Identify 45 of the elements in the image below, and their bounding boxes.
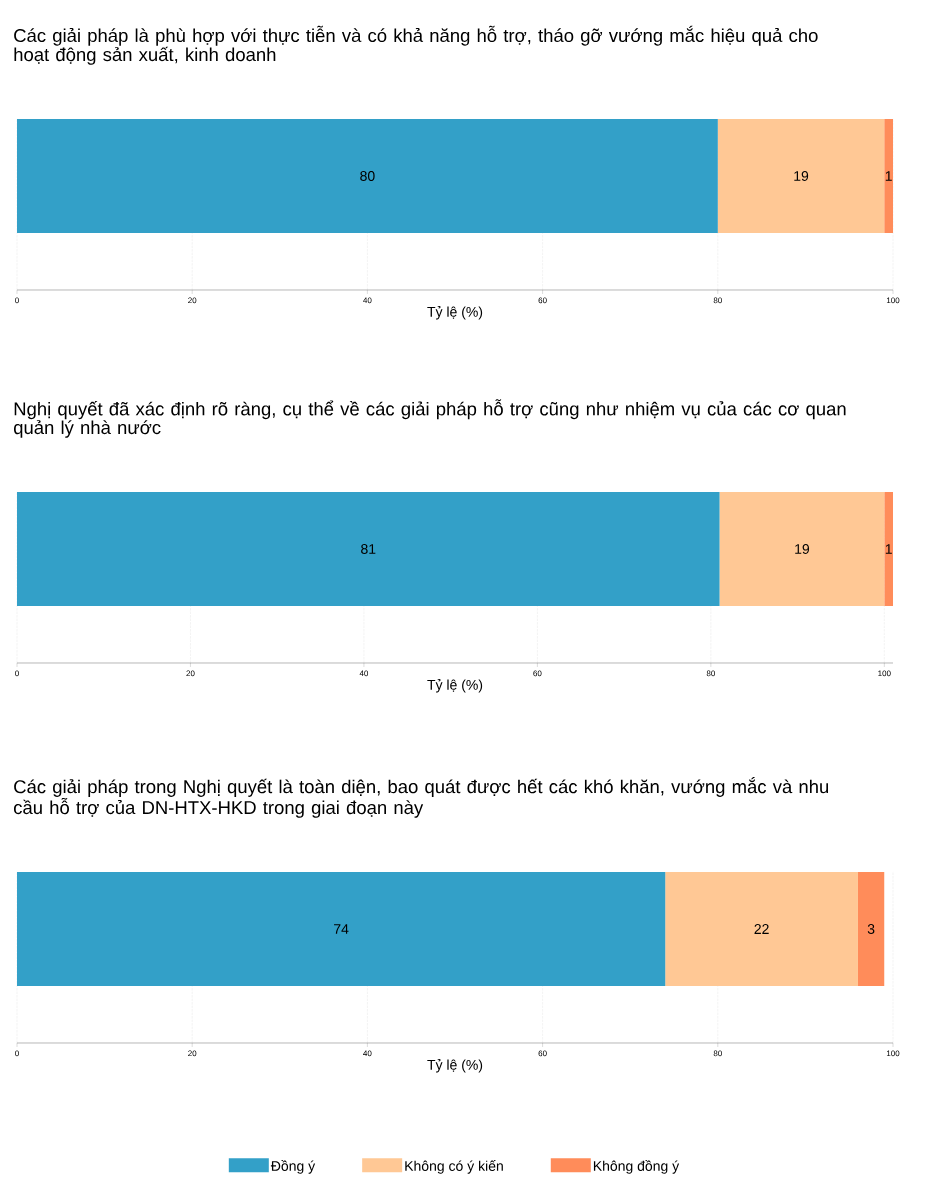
x-tick-label: 40 [359,670,369,677]
data-label: 74 [334,924,349,934]
x-tick-label: 60 [538,297,547,304]
bar [884,491,894,606]
x-tick-label: 100 [886,1050,900,1057]
x-tick-label: 0 [15,297,19,304]
legend-label: Đồng ý [270,1160,316,1174]
chart-title: Các giải pháp trong Nghị quyết là toàn diện, bao quát được hết các khó khăn, vướng mắc và nhu cầu hỗ trợ của DN-HTX-HKD trong giai đoạn này [13,777,829,818]
data-label: 19 [795,544,810,554]
data-label: 81 [361,544,376,554]
x-tick-label: 100 [886,297,900,304]
bar [17,871,666,986]
bar [17,491,720,606]
legend-label: Không có ý kiến [405,1160,503,1174]
x-tick-label: 20 [188,297,197,304]
chart-title: Các giải pháp là phù hợp với thực tiễn và có khả năng hỗ trợ, tháo gỡ vướng mắc hiệu quả cho hoạt động sản xuất, kinh doanh [14,25,818,65]
data-label: 19 [794,171,809,181]
bar [717,118,885,233]
x-tick-label: 0 [15,670,19,677]
bar [857,871,885,986]
chart-title: Nghị quyết đã xác định rõ ràng, cụ thể về các giải pháp hỗ trợ cũng như nhiệm vụ của các cơ quan quản lý nhà nước [13,399,846,438]
x-tick-label: 100 [878,670,891,677]
x-tick-label: 80 [713,1050,722,1057]
x-axis-title: Tỷ lệ (%) [427,1059,483,1073]
x-tick-label: 0 [15,1050,19,1057]
bar [884,118,894,233]
x-tick-label: 80 [706,670,716,677]
x-axis-title: Tỷ lệ (%) [427,306,483,320]
data-label: 22 [754,924,769,934]
data-label: 1 [885,544,892,554]
x-tick-label: 60 [538,1050,547,1057]
bar [665,871,858,986]
data-label: 1 [885,171,892,181]
data-label: 3 [867,924,875,934]
x-axis-title: Tỷ lệ (%) [427,679,483,693]
x-tick-label: 40 [363,297,372,304]
data-label: 80 [360,171,375,181]
x-tick-label: 20 [186,670,195,677]
bar [17,118,718,233]
x-tick-label: 80 [713,297,722,304]
x-tick-label: 40 [363,1050,372,1057]
x-tick-label: 20 [188,1050,197,1057]
legend-label: Không đồng ý [593,1160,680,1174]
bar [719,491,885,606]
x-tick-label: 60 [533,670,542,677]
